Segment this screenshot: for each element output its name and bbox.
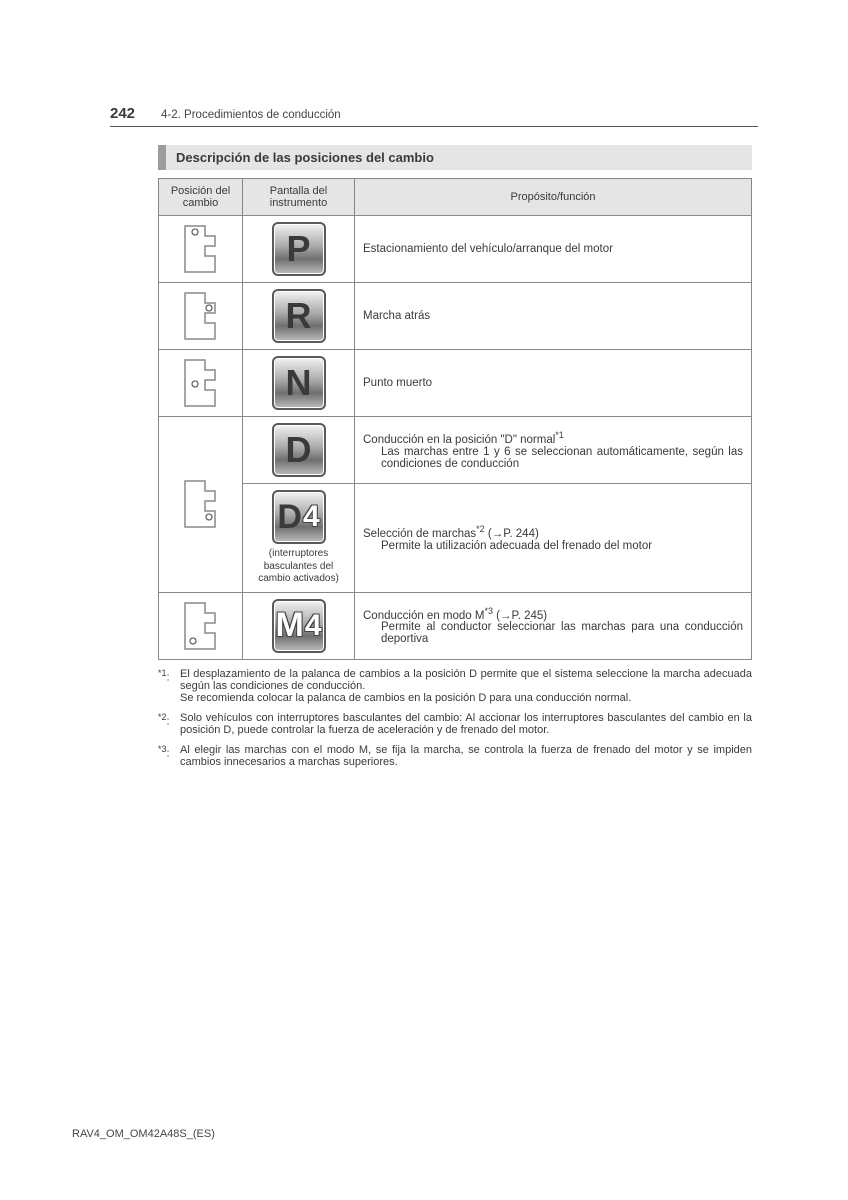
gear-letter: P xyxy=(286,231,310,267)
cell-purpose: Selección de marchas*2 (→P. 244) Permite… xyxy=(355,484,752,593)
gear-badge-icon: M 4 xyxy=(272,599,326,653)
footnote-mark: *2 xyxy=(158,712,167,722)
shift-table: Posición del cambio Pantalla del instrum… xyxy=(158,178,752,660)
gear-badge-icon: R xyxy=(272,289,326,343)
gear-number: 4 xyxy=(305,609,322,643)
table-row: N Punto muerto xyxy=(159,350,752,417)
table-row: M 4 Conducción en modo M*3 (→P. 245) Per… xyxy=(159,592,752,659)
cell-instrument: N xyxy=(243,350,355,417)
page-ref: (→P. 244) xyxy=(485,528,539,540)
gear-letter: R xyxy=(286,298,312,334)
footnote-ref: *3 xyxy=(484,606,493,616)
th-position: Posición del cambio xyxy=(159,179,243,216)
purpose-title: Selección de marchas xyxy=(363,528,476,540)
th-purpose: Propósito/función xyxy=(355,179,752,216)
cell-purpose: Punto muerto xyxy=(355,350,752,417)
footnote-mark: *3 xyxy=(158,744,167,754)
footnote-ref: *1 xyxy=(555,430,564,440)
footnote-text: Al elegir las marchas con el modo M, se … xyxy=(180,744,752,768)
cell-position xyxy=(159,216,243,283)
page-number: 242 xyxy=(110,105,135,122)
footnote-text: El desplazamiento de la palanca de cambi… xyxy=(180,668,752,704)
purpose-sub: Las marchas entre 1 y 6 se seleccionan a… xyxy=(363,446,743,470)
table-row: D Conducción en la posición "D" normal*1… xyxy=(159,417,752,484)
cell-position xyxy=(159,417,243,593)
shift-gate-icon xyxy=(179,601,223,651)
cell-position xyxy=(159,350,243,417)
purpose-sub: Permite al conductor seleccionar las mar… xyxy=(363,621,743,645)
cell-instrument: D xyxy=(243,417,355,484)
footnote: *1: El desplazamiento de la palanca de c… xyxy=(158,668,752,704)
shift-gate-icon xyxy=(179,224,223,274)
gear-badge-icon: D 4 xyxy=(272,490,326,544)
footnote-ref: *2 xyxy=(476,524,485,534)
footnote: *3: Al elegir las marchas con el modo M,… xyxy=(158,744,752,768)
purpose-title: Conducción en modo M xyxy=(363,609,484,621)
cell-instrument: M 4 xyxy=(243,592,355,659)
gear-letter: D xyxy=(277,498,302,537)
cell-instrument: P xyxy=(243,216,355,283)
page-header: 242 4-2. Procedimientos de conducción xyxy=(110,105,758,127)
footnotes: *1: El desplazamiento de la palanca de c… xyxy=(158,668,752,768)
section-title: Descripción de las posiciones del cambio xyxy=(158,145,752,170)
footnote: *2: Solo vehículos con interruptores bas… xyxy=(158,712,752,736)
gear-number: 4 xyxy=(303,500,320,534)
shift-gate-icon xyxy=(179,291,223,341)
purpose-title: Conducción en la posición "D" normal xyxy=(363,434,555,446)
cell-instrument: D 4 (interruptores basculantes del cambi… xyxy=(243,484,355,593)
table-row: D 4 (interruptores basculantes del cambi… xyxy=(159,484,752,593)
cell-purpose: Conducción en modo M*3 (→P. 245) Permite… xyxy=(355,592,752,659)
gear-letter: M xyxy=(275,606,303,645)
table-row: P Estacionamiento del vehículo/arranque … xyxy=(159,216,752,283)
footnote-mark: *1 xyxy=(158,668,167,678)
cell-instrument: R xyxy=(243,283,355,350)
document-code: RAV4_OM_OM42A48S_(ES) xyxy=(72,1128,215,1140)
shift-gate-icon xyxy=(179,479,223,529)
th-instrument: Pantalla del instrumento xyxy=(243,179,355,216)
table-row: R Marcha atrás xyxy=(159,283,752,350)
gear-letter: N xyxy=(286,365,312,401)
footnote-text: Solo vehículos con interruptores bascula… xyxy=(180,712,752,736)
cell-purpose: Estacionamiento del vehículo/arranque de… xyxy=(355,216,752,283)
page-ref: (→P. 245) xyxy=(493,609,547,621)
breadcrumb: 4-2. Procedimientos de conducción xyxy=(161,109,341,121)
cell-position xyxy=(159,283,243,350)
gear-badge-icon: N xyxy=(272,356,326,410)
shift-gate-icon xyxy=(179,358,223,408)
cell-purpose: Marcha atrás xyxy=(355,283,752,350)
gear-letter: D xyxy=(286,432,312,468)
gear-badge-icon: D xyxy=(272,423,326,477)
cell-purpose: Conducción en la posición "D" normal*1 L… xyxy=(355,417,752,484)
purpose-sub: Permite la utilización adecuada del fren… xyxy=(363,540,743,552)
cell-position xyxy=(159,592,243,659)
gear-badge-icon: P xyxy=(272,222,326,276)
instrument-caption: (interruptores basculantes del cambio ac… xyxy=(251,548,346,586)
